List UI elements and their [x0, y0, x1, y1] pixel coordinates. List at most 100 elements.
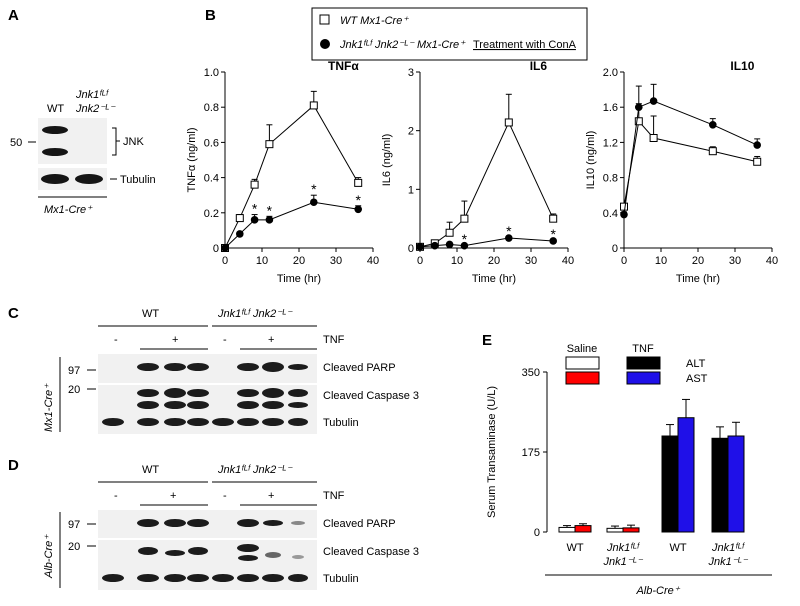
x-tick-label: 20: [293, 255, 305, 267]
jnk-band-upper: [42, 126, 68, 134]
casp-label-c: Cleaved Caspase 3: [323, 390, 419, 402]
x-tick-label: 10: [451, 255, 463, 267]
wt-line: [224, 104, 359, 249]
x-category-label-2: Jnk1⁻ᴸ⁻: [603, 556, 644, 568]
casp-label-d: Cleaved Caspase 3: [323, 546, 419, 558]
ko-point: [221, 244, 229, 252]
bar-ast: [622, 527, 640, 533]
treatment-d: TNF: [323, 490, 345, 502]
wt-point: [549, 214, 558, 223]
ko-point: [236, 230, 244, 238]
bands-d: [102, 519, 308, 582]
legend-tnf-title: TNF: [632, 343, 654, 355]
significance-star: *: [462, 231, 468, 247]
group-wt-d: WT: [142, 464, 159, 476]
group-ko-d: Jnk1ᶠᴸᶠ Jnk2⁻ᴸ⁻: [217, 464, 293, 476]
x-tick-label: 30: [330, 255, 342, 267]
side-label-d: Alb-Cre⁺: [43, 534, 55, 579]
significance-star: *: [267, 202, 273, 218]
tubulin-blot-a: [38, 168, 107, 190]
y-tick-label: 0.8: [204, 102, 219, 114]
x-tick-label: 10: [655, 255, 667, 267]
wt-line: [419, 121, 554, 248]
y-tick-label: 175: [522, 447, 540, 459]
panel-label-c: C: [8, 305, 19, 322]
ko-line: [224, 201, 359, 249]
marker-20-c: 20: [68, 384, 80, 396]
wt-point: [235, 214, 244, 223]
significance-star: *: [506, 223, 512, 239]
bar-ast: [574, 525, 592, 533]
ko-line: [623, 100, 758, 215]
y-tick-label: 0.4: [204, 173, 219, 185]
ko-point: [649, 97, 658, 105]
legend-wt-label: WT Mx1-Cre⁺: [340, 15, 409, 27]
marker-20-d: 20: [68, 541, 80, 553]
wt-point: [504, 118, 513, 127]
marker-97-d: 97: [68, 519, 80, 531]
ko-point: [635, 103, 643, 111]
ko-point: [354, 205, 363, 214]
x-tick-label: 40: [367, 255, 379, 267]
panel-label-a: A: [8, 7, 19, 24]
ko-point: [265, 216, 274, 224]
transaminase-chart: 0 175 350 Serum Transaminase (U/L) WT Jnk1ᶠᴸᶠ…: [486, 343, 772, 597]
genotype-a: Mx1-Cre⁺: [44, 204, 93, 216]
x-tick-label: 40: [562, 255, 574, 267]
il10-chart: 0 0.4 0.8 1.2 1.6 2.0 0 10 20 30 40 Time (hr) IL10 (…: [585, 59, 778, 285]
jnk-blot: [38, 118, 107, 164]
chart-title: IL10: [730, 59, 754, 73]
tubulin-band-a1: [41, 174, 69, 184]
y-tick-label: 1: [408, 184, 414, 196]
marker-97-c: 97: [68, 365, 80, 377]
bar-ast: [727, 435, 745, 533]
panel-label-e: E: [482, 332, 492, 349]
significance-star: *: [550, 226, 556, 242]
tubulin-band-a2: [75, 174, 103, 184]
x-axis-label: Time (hr): [277, 273, 321, 285]
x-tick-label: 10: [256, 255, 268, 267]
y-tick-label: 350: [522, 367, 540, 379]
significance-star: *: [311, 181, 317, 197]
bar-ast: [677, 417, 695, 533]
x-tick-label: 20: [692, 255, 704, 267]
wt-point: [460, 214, 469, 223]
group-wt-c: WT: [142, 308, 159, 320]
wt-line: [623, 120, 758, 207]
ko-point: [549, 237, 557, 245]
x-tick-label: 30: [525, 255, 537, 267]
x-tick-label: 0: [417, 255, 423, 267]
bands-c: [102, 362, 308, 426]
y-tick-label: 2: [408, 126, 414, 138]
ko-point: [620, 210, 628, 219]
y-axis-label: Serum Transaminase (U/L): [486, 386, 498, 518]
parp-label-c: Cleaved PARP: [323, 362, 396, 374]
significance-star: *: [252, 201, 258, 217]
legend-tnf-ast-swatch: [626, 371, 661, 385]
y-tick-label: 2.0: [603, 67, 618, 79]
jnk-band-lower: [42, 148, 68, 156]
x-axis-label: Time (hr): [472, 273, 516, 285]
x-tick-label: 0: [222, 255, 228, 267]
jnk-bracket: [112, 127, 120, 156]
y-tick-label: 1.2: [603, 137, 618, 149]
panel-a-blot: WT Jnk1ᶠᴸᶠ Jnk2⁻ᴸ⁻ 50 JNK Tubulin Mx1-Cr…: [10, 89, 156, 216]
legend-wt-marker: [319, 14, 330, 25]
x-tick-label: 0: [621, 255, 627, 267]
col-ko-2: Jnk2⁻ᴸ⁻: [75, 103, 116, 115]
y-tick-label: 0: [408, 243, 414, 255]
significance-star: *: [355, 192, 361, 208]
minus-ko-c: -: [223, 334, 227, 346]
legend-alt-label: ALT: [686, 358, 706, 370]
plus-ko-c: +: [268, 334, 274, 346]
bar-alt: [661, 435, 679, 533]
y-tick-label: 1.6: [603, 102, 618, 114]
chart-title: TNFα: [328, 59, 359, 73]
minus-wt-c: -: [114, 334, 118, 346]
wt-point: [250, 180, 259, 189]
y-tick-label: 0.6: [204, 137, 219, 149]
plus-wt-c: +: [172, 334, 178, 346]
panel-d-blot: WT Jnk1ᶠᴸᶠ Jnk2⁻ᴸ⁻ - + - + TNF 97 20 Cle…: [43, 464, 419, 590]
